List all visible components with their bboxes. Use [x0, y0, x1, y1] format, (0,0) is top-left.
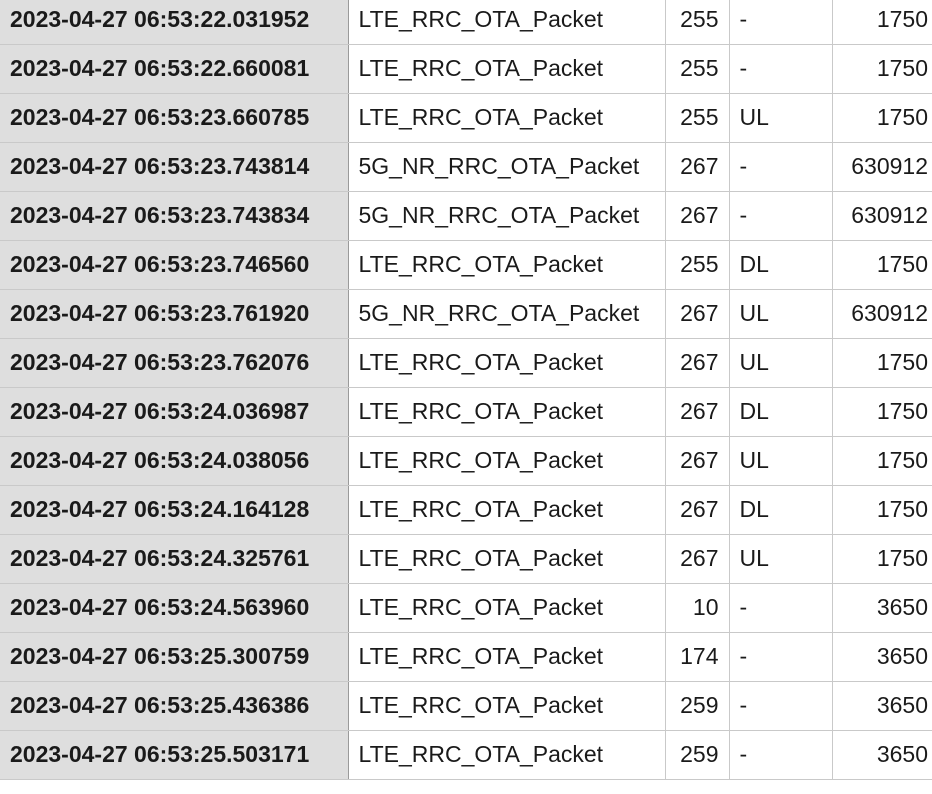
direction-cell[interactable]: - — [728, 43, 833, 94]
table-row[interactable]: 2023-04-27 06:53:22.660081 LTE_RRC_OTA_Pa… — [0, 43, 932, 94]
table-row[interactable]: 2023-04-27 06:53:23.762076 LTE_RRC_OTA_Pa… — [0, 337, 932, 388]
frequency-cell[interactable]: 3650 — [831, 582, 932, 633]
direction-cell[interactable]: - — [728, 190, 833, 241]
timestamp-cell[interactable]: 2023-04-27 06:53:25.436386 — [0, 680, 349, 731]
direction-cell[interactable]: DL — [728, 239, 833, 290]
length-cell[interactable]: 267 — [664, 533, 730, 584]
direction-cell[interactable]: - — [728, 631, 833, 682]
table-row[interactable]: 2023-04-27 06:53:24.164128 LTE_RRC_OTA_Pa… — [0, 484, 932, 535]
frequency-cell[interactable]: 1750 — [831, 92, 932, 143]
timestamp-cell[interactable]: 2023-04-27 06:53:24.325761 — [0, 533, 349, 584]
length-cell[interactable]: 255 — [664, 0, 730, 45]
length-cell[interactable]: 255 — [664, 239, 730, 290]
frequency-cell[interactable]: 1750 — [831, 337, 932, 388]
packet-type-cell[interactable]: LTE_RRC_OTA_Packet — [347, 680, 666, 731]
timestamp-cell[interactable]: 2023-04-27 06:53:24.563960 — [0, 582, 349, 633]
direction-cell[interactable]: DL — [728, 386, 833, 437]
timestamp-cell[interactable]: 2023-04-27 06:53:23.743814 — [0, 141, 349, 192]
packet-type-cell[interactable]: LTE_RRC_OTA_Packet — [347, 582, 666, 633]
packet-type-cell[interactable]: LTE_RRC_OTA_Packet — [347, 0, 666, 45]
timestamp-cell[interactable]: 2023-04-27 06:53:24.164128 — [0, 484, 349, 535]
packet-type-cell[interactable]: 5G_NR_RRC_OTA_Packet — [347, 288, 666, 339]
timestamp-cell[interactable]: 2023-04-27 06:53:23.660785 — [0, 92, 349, 143]
table-row[interactable]: 2023-04-27 06:53:24.325761 LTE_RRC_OTA_Pa… — [0, 533, 932, 584]
direction-cell[interactable]: - — [728, 729, 833, 780]
table-row[interactable]: 2023-04-27 06:53:23.743834 5G_NR_RRC_OTA_… — [0, 190, 932, 241]
length-cell[interactable]: 174 — [664, 631, 730, 682]
timestamp-cell[interactable]: 2023-04-27 06:53:23.743834 — [0, 190, 349, 241]
packet-type-cell[interactable]: LTE_RRC_OTA_Packet — [347, 386, 666, 437]
frequency-cell[interactable]: 1750 — [831, 484, 932, 535]
timestamp-cell[interactable]: 2023-04-27 06:53:23.746560 — [0, 239, 349, 290]
direction-cell[interactable]: DL — [728, 484, 833, 535]
length-cell[interactable]: 267 — [664, 288, 730, 339]
packet-type-cell[interactable]: 5G_NR_RRC_OTA_Packet — [347, 141, 666, 192]
packet-type-cell[interactable]: LTE_RRC_OTA_Packet — [347, 435, 666, 486]
timestamp-cell[interactable]: 2023-04-27 06:53:22.660081 — [0, 43, 349, 94]
length-cell[interactable]: 267 — [664, 141, 730, 192]
length-cell[interactable]: 255 — [664, 92, 730, 143]
frequency-cell[interactable]: 3650 — [831, 680, 932, 731]
table-row[interactable]: 2023-04-27 06:53:23.746560 LTE_RRC_OTA_Pa… — [0, 239, 932, 290]
frequency-cell[interactable]: 1750 — [831, 43, 932, 94]
timestamp-cell[interactable]: 2023-04-27 06:53:23.762076 — [0, 337, 349, 388]
packet-type-cell[interactable]: 5G_NR_RRC_OTA_Packet — [347, 190, 666, 241]
timestamp-cell[interactable]: 2023-04-27 06:53:25.503171 — [0, 729, 349, 780]
length-cell[interactable]: 267 — [664, 484, 730, 535]
frequency-cell[interactable]: 630912 — [831, 190, 932, 241]
packet-type-cell[interactable]: LTE_RRC_OTA_Packet — [347, 92, 666, 143]
packet-type-cell[interactable]: LTE_RRC_OTA_Packet — [347, 729, 666, 780]
table-row[interactable]: 2023-04-27 06:53:25.436386 LTE_RRC_OTA_Pa… — [0, 680, 932, 731]
timestamp-cell[interactable]: 2023-04-27 06:53:25.300759 — [0, 631, 349, 682]
packet-type-cell[interactable]: LTE_RRC_OTA_Packet — [347, 484, 666, 535]
table-row[interactable]: 2023-04-27 06:53:25.300759 LTE_RRC_OTA_Pa… — [0, 631, 932, 682]
length-cell[interactable]: 267 — [664, 435, 730, 486]
table-row[interactable]: 2023-04-27 06:53:25.503171 LTE_RRC_OTA_Pa… — [0, 729, 932, 780]
timestamp-cell[interactable]: 2023-04-27 06:53:23.761920 — [0, 288, 349, 339]
frequency-cell[interactable]: 1750 — [831, 435, 932, 486]
direction-cell[interactable]: UL — [728, 533, 833, 584]
packet-type-cell[interactable]: LTE_RRC_OTA_Packet — [347, 533, 666, 584]
length-cell[interactable]: 267 — [664, 190, 730, 241]
table-row[interactable]: 2023-04-27 06:53:23.743814 5G_NR_RRC_OTA_… — [0, 141, 932, 192]
length-cell[interactable]: 267 — [664, 386, 730, 437]
packet-type-cell[interactable]: LTE_RRC_OTA_Packet — [347, 337, 666, 388]
timestamp-cell[interactable]: 2023-04-27 06:53:22.031952 — [0, 0, 349, 45]
table-row[interactable]: 2023-04-27 06:53:24.563960 LTE_RRC_OTA_Pa… — [0, 582, 932, 633]
direction-cell[interactable]: UL — [728, 435, 833, 486]
frequency-cell[interactable]: 1750 — [831, 386, 932, 437]
direction-cell[interactable]: - — [728, 680, 833, 731]
table-row[interactable]: 2023-04-27 06:53:22.031952 LTE_RRC_OTA_Pa… — [0, 0, 932, 45]
direction-cell[interactable]: - — [728, 582, 833, 633]
direction-cell[interactable]: UL — [728, 288, 833, 339]
length-cell[interactable]: 267 — [664, 337, 730, 388]
packet-type-cell[interactable]: LTE_RRC_OTA_Packet — [347, 239, 666, 290]
frequency-cell[interactable]: 630912 — [831, 141, 932, 192]
frequency-cell[interactable]: 1750 — [831, 239, 932, 290]
table-row[interactable]: 2023-04-27 06:53:23.761920 5G_NR_RRC_OTA_… — [0, 288, 932, 339]
length-cell[interactable]: 10 — [664, 582, 730, 633]
length-cell[interactable]: 259 — [664, 680, 730, 731]
direction-cell[interactable]: - — [728, 141, 833, 192]
timestamp-cell[interactable]: 2023-04-27 06:53:24.036987 — [0, 386, 349, 437]
timestamp-cell[interactable]: 2023-04-27 06:53:24.038056 — [0, 435, 349, 486]
length-cell[interactable]: 259 — [664, 729, 730, 780]
table-row[interactable]: 2023-04-27 06:53:24.036987 LTE_RRC_OTA_Pa… — [0, 386, 932, 437]
direction-cell[interactable]: UL — [728, 337, 833, 388]
frequency-cell[interactable]: 3650 — [831, 729, 932, 780]
frequency-cell[interactable]: 1750 — [831, 0, 932, 45]
length-cell[interactable]: 255 — [664, 43, 730, 94]
table-row[interactable]: 2023-04-27 06:53:24.038056 LTE_RRC_OTA_Pa… — [0, 435, 932, 486]
frequency-cell[interactable]: 3650 — [831, 631, 932, 682]
direction-cell[interactable]: UL — [728, 92, 833, 143]
packet-type-cell[interactable]: LTE_RRC_OTA_Packet — [347, 631, 666, 682]
frequency-cell[interactable]: 1750 — [831, 533, 932, 584]
table-row[interactable]: 2023-04-27 06:53:23.660785 LTE_RRC_OTA_Pa… — [0, 92, 932, 143]
frequency-cell[interactable]: 630912 — [831, 288, 932, 339]
packet-type-cell[interactable]: LTE_RRC_OTA_Packet — [347, 43, 666, 94]
direction-cell[interactable]: - — [728, 0, 833, 45]
